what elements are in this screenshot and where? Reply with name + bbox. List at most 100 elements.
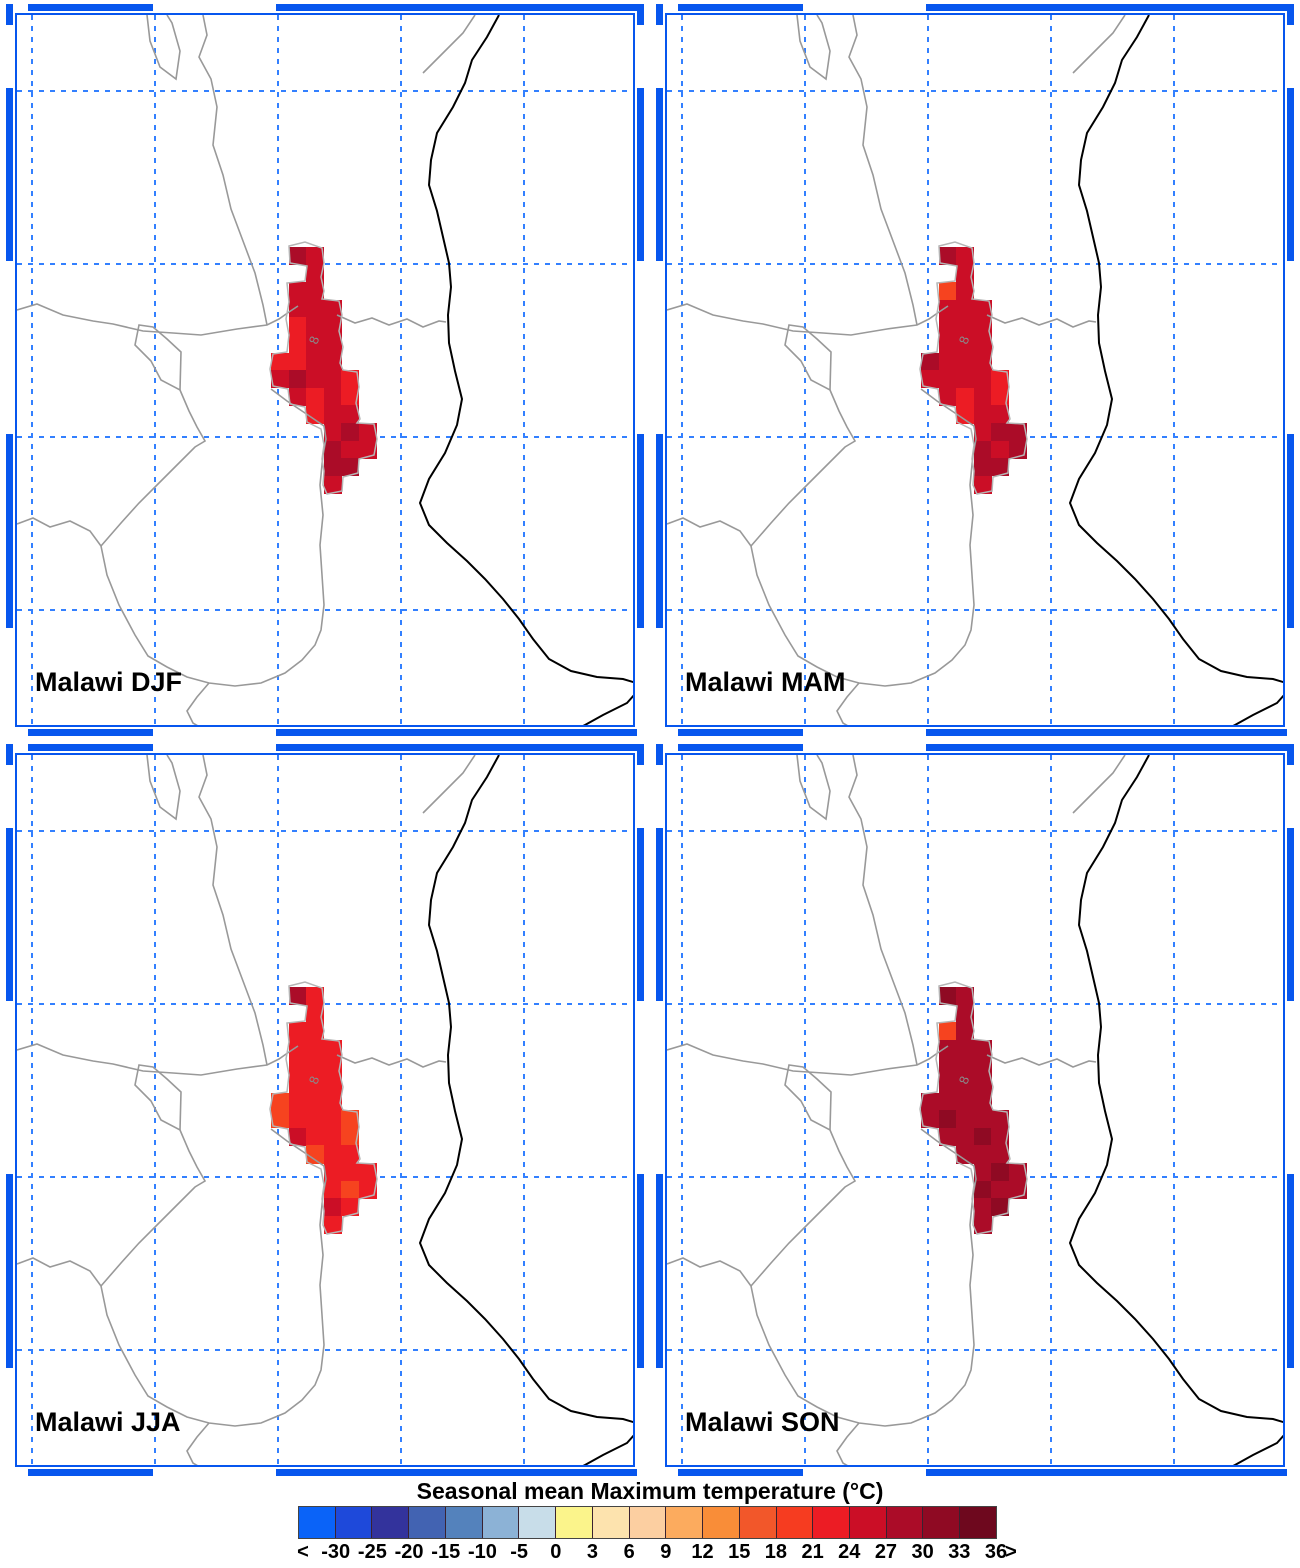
temperature-cell xyxy=(306,1145,325,1164)
border-tickbar-left xyxy=(656,4,663,736)
country-border-line xyxy=(848,755,918,1066)
colorbar-tick-label: 3 xyxy=(586,1541,599,1563)
temperature-cell xyxy=(288,1057,307,1076)
map-plot-area: 8 Malawi MAM xyxy=(667,15,1283,725)
temperature-cell xyxy=(288,299,307,319)
colorbar-segment xyxy=(666,1507,704,1538)
temperature-cell xyxy=(938,1127,957,1147)
border-tickbar-left xyxy=(656,744,663,1476)
temperature-cell xyxy=(358,440,377,459)
temperature-cell xyxy=(306,264,325,283)
country-border-line xyxy=(836,682,860,725)
temperature-cell xyxy=(323,370,342,389)
country-border-line xyxy=(784,1064,832,1132)
temperature-cell xyxy=(1008,440,1027,459)
temperature-cell xyxy=(938,1039,957,1059)
temperature-cell xyxy=(341,458,360,477)
temperature-cell xyxy=(956,1057,975,1076)
border-tickbar-left xyxy=(6,4,13,736)
temperature-cell xyxy=(323,1057,342,1076)
temperature-cell xyxy=(1008,423,1027,442)
temperature-cell xyxy=(973,335,992,354)
coastline xyxy=(418,755,633,1465)
temperature-cell xyxy=(341,1110,360,1129)
lake-label: 8 xyxy=(306,334,323,346)
panel-son: 8 Malawi SON xyxy=(656,744,1294,1476)
temperature-cell xyxy=(991,387,1010,407)
temperature-cell xyxy=(288,987,307,1006)
temperature-cell xyxy=(306,1110,325,1129)
country-border-line xyxy=(986,1054,1097,1068)
temperature-cell xyxy=(938,1022,957,1041)
country-border-line xyxy=(134,324,182,392)
temperature-cell xyxy=(956,1127,975,1147)
temperature-cell xyxy=(323,1092,342,1111)
temperature-cell xyxy=(921,352,940,371)
temperature-cell xyxy=(323,1215,342,1235)
temperature-cell xyxy=(956,1022,975,1041)
colorbar-label-less-than: < xyxy=(297,1541,309,1563)
temperature-cell xyxy=(323,352,342,371)
temperature-cell xyxy=(956,282,975,301)
graticule-line-horizontal xyxy=(667,263,1283,265)
temperature-cell xyxy=(921,1110,940,1129)
country-border-line xyxy=(750,1129,857,1287)
temperature-cell xyxy=(323,1039,342,1059)
colorbar-tick-label: 36 xyxy=(984,1541,1008,1563)
graticule-line-vertical xyxy=(31,15,33,725)
colorbar-label-greater-than: > xyxy=(1005,1541,1017,1563)
temperature-cell xyxy=(306,387,325,407)
graticule-line-horizontal xyxy=(667,90,1283,92)
country-border-line xyxy=(667,1043,949,1076)
temperature-cell xyxy=(956,370,975,389)
temperature-cell xyxy=(956,335,975,354)
country-border-line xyxy=(796,755,831,821)
colorbar xyxy=(298,1506,997,1539)
country-border-line xyxy=(198,755,268,1066)
temperature-cell xyxy=(341,405,360,424)
temperature-cell xyxy=(323,475,342,495)
temperature-cell xyxy=(323,405,342,424)
temperature-cell xyxy=(306,1127,325,1147)
temperature-cell xyxy=(323,1163,342,1182)
country-border-line xyxy=(1072,15,1126,74)
map-frame xyxy=(15,753,635,1467)
temperature-cell xyxy=(991,1145,1010,1164)
temperature-cell xyxy=(288,1127,307,1147)
coastline xyxy=(418,15,633,725)
map-plot-area: 8 Malawi DJF xyxy=(17,15,633,725)
colorbar-tick-label: 6 xyxy=(623,1541,635,1563)
temperature-cell xyxy=(341,1180,360,1199)
temperature-cell xyxy=(288,1075,307,1094)
map-geography: 8 xyxy=(667,15,1283,725)
temperature-cell xyxy=(306,1057,325,1076)
colorbar-tick-label: 33 xyxy=(948,1541,971,1563)
country-border-line xyxy=(422,755,476,814)
temperature-cell xyxy=(288,317,307,336)
colorbar-title: Seasonal mean Maximum temperature (°C) xyxy=(416,1478,884,1504)
temperature-cell xyxy=(288,247,307,266)
temperature-cell xyxy=(956,387,975,407)
colorbar-tick-label: -30 xyxy=(321,1541,351,1563)
temperature-cell xyxy=(956,987,975,1006)
country-border-line xyxy=(336,1054,447,1068)
lake-label: 8 xyxy=(956,1074,973,1086)
temperature-cell xyxy=(956,1092,975,1111)
temperature-cell xyxy=(1008,1180,1027,1199)
country-border-line xyxy=(667,303,949,336)
country-border-line xyxy=(336,314,447,328)
temperature-cell xyxy=(973,1057,992,1076)
map-plot-area: 8 Malawi JJA xyxy=(17,755,633,1465)
colorbar-segment xyxy=(519,1507,557,1538)
colorbar-segment xyxy=(445,1507,483,1538)
temperature-cell xyxy=(288,1039,307,1059)
graticule-line-vertical xyxy=(400,755,402,1465)
temperature-cell xyxy=(288,1092,307,1111)
border-tickbar-top xyxy=(656,4,1294,11)
temperature-cell xyxy=(271,352,290,371)
colorbar-segment xyxy=(592,1507,630,1538)
malawi-border-outline xyxy=(919,981,1028,1235)
temperature-cell xyxy=(288,370,307,389)
border-tickbar-right xyxy=(1287,744,1294,1476)
temperature-cell xyxy=(956,299,975,319)
